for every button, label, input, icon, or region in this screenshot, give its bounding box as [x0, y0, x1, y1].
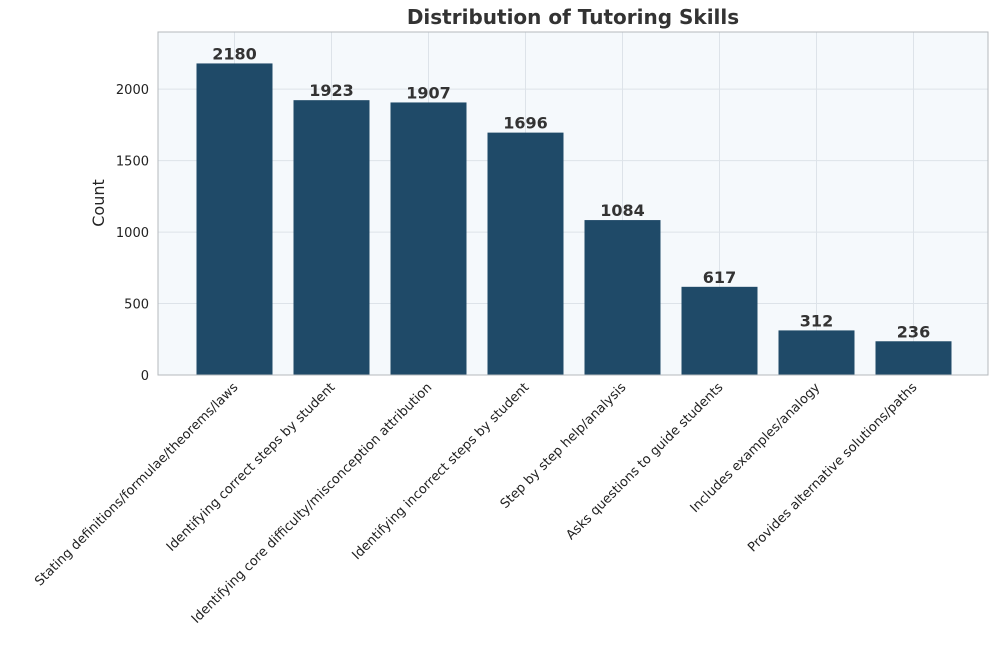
bar-value-label: 1696 — [503, 114, 548, 133]
x-tick-label: Asks questions to guide students — [563, 380, 726, 543]
y-tick-label: 2000 — [116, 83, 149, 98]
bar-value-label: 1084 — [600, 201, 645, 220]
bar-value-label: 617 — [703, 268, 736, 287]
bar-value-label: 1923 — [309, 81, 354, 100]
bar — [293, 100, 370, 375]
bar — [390, 102, 467, 375]
chart-title: Distribution of Tutoring Skills — [407, 5, 739, 29]
y-tick-label: 1500 — [116, 155, 149, 170]
x-tick-label: Provides alternative solutions/paths — [745, 380, 920, 555]
bar — [778, 330, 855, 375]
x-tick-label: Stating definitions/formulae/theorems/la… — [32, 380, 241, 589]
bars — [196, 63, 952, 376]
y-tick-label: 500 — [124, 298, 149, 313]
plot-frame — [157, 31, 989, 376]
plot-background — [158, 32, 988, 375]
y-axis-label: Count — [89, 179, 108, 227]
bar — [681, 286, 758, 375]
bar-value-label: 236 — [897, 322, 930, 341]
x-axis-ticks: Stating definitions/formulae/theorems/la… — [32, 380, 920, 627]
bar-value-label: 312 — [800, 311, 833, 330]
x-tick-label: Identifying incorrect steps by student — [349, 380, 532, 563]
x-tick-label: Identifying correct steps by student — [164, 380, 338, 554]
data-labels: 2180 1923 1907 1696 1084 617 312 236 — [212, 44, 930, 341]
bar — [487, 132, 564, 375]
bar — [875, 341, 952, 375]
y-tick-label: 0 — [141, 369, 149, 384]
bar — [584, 220, 661, 375]
y-tick-label: 1000 — [116, 226, 149, 241]
bar — [196, 63, 273, 376]
y-axis-ticks: 0 500 1000 1500 2000 — [116, 83, 149, 384]
bar-value-label: 2180 — [212, 44, 257, 63]
bar-value-label: 1907 — [406, 83, 451, 102]
